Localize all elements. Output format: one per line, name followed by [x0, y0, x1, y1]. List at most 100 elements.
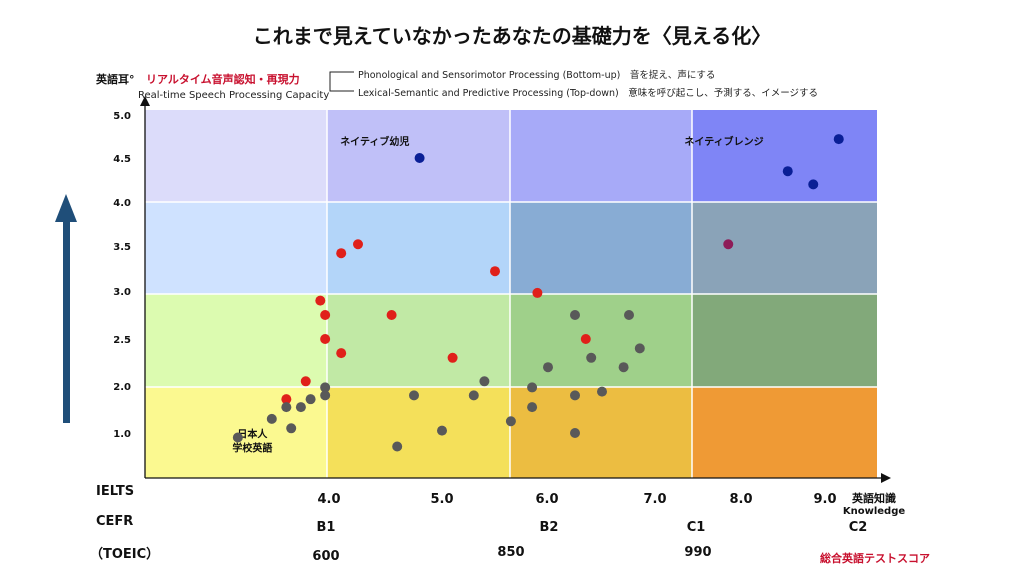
x-tick-label: 7.0	[643, 492, 667, 507]
x-axis-label: 英語知識	[852, 492, 896, 505]
legend-top-down: Lexical-Semantic and Predictive Processi…	[358, 88, 819, 99]
y-tick-label: 3.0	[113, 287, 131, 298]
gray-data-point	[586, 352, 597, 363]
region-label: 日本人	[237, 428, 268, 441]
gray-data-point	[570, 390, 580, 401]
data-points	[232, 134, 844, 452]
cefr-level-c1: C1	[686, 520, 706, 535]
cefr-level-b1: B1	[316, 520, 336, 535]
red-data-point	[336, 248, 347, 259]
background-cell	[145, 387, 327, 478]
background-cell	[327, 202, 510, 294]
background-cell	[692, 387, 877, 478]
gray-data-point	[409, 390, 419, 401]
axes: 1.0 2.0 2.5 3.0 3.5 4.0 4.5 5.0	[55, 71, 891, 483]
background-cell	[510, 387, 692, 478]
red-data-point	[320, 310, 331, 320]
cefr-level-b2: B2	[539, 520, 559, 535]
gray-data-point	[320, 390, 331, 401]
row-label-ielts: IELTS	[96, 484, 135, 499]
background-cell	[510, 202, 692, 294]
region-label: ネイティブレンジ	[684, 135, 763, 148]
y-axis-arrowhead	[140, 96, 150, 106]
y-axis-label-english: Real-time Speech Processing Capacity	[138, 90, 330, 101]
purple-data-point	[723, 239, 734, 250]
y-tick-label: 4.0	[113, 198, 131, 209]
gray-data-point	[505, 416, 516, 427]
progress-arrow-head	[55, 194, 77, 222]
toeic-score-990: 990	[684, 545, 712, 560]
gray-data-point	[527, 382, 538, 393]
gray-data-point	[527, 402, 538, 413]
red-data-point	[580, 334, 591, 344]
gray-data-point	[468, 390, 479, 401]
gray-data-point	[286, 423, 297, 434]
x-tick-label: 4.0	[317, 492, 341, 507]
gray-data-point	[479, 376, 490, 387]
toeic-score-850: 850	[497, 545, 525, 560]
background-cell	[327, 294, 510, 387]
gray-data-point	[597, 386, 607, 397]
gray-data-point	[437, 425, 447, 436]
row-label-toeic: （TOEIC）	[90, 547, 160, 562]
row-label-cefr: CEFR	[96, 514, 134, 529]
cefr-level-c2: C2	[848, 520, 868, 535]
x-axis-arrowhead	[881, 473, 891, 483]
gray-data-point	[295, 402, 306, 413]
red-data-point	[300, 376, 311, 387]
red-data-point	[490, 266, 500, 277]
gray-data-point	[305, 394, 316, 405]
background-cell	[510, 294, 692, 387]
background-cell	[692, 110, 877, 202]
gray-data-point	[634, 343, 645, 354]
red-data-point	[281, 394, 292, 405]
background-cell	[327, 387, 510, 478]
red-data-point	[315, 295, 326, 306]
red-data-point	[336, 348, 347, 359]
toeic-score-600: 600	[312, 549, 340, 564]
background-cell	[145, 202, 327, 294]
y-tick-label: 2.0	[113, 382, 131, 393]
background-cell	[145, 110, 327, 202]
y-tick-label: 1.0	[113, 429, 131, 440]
y-tick-label: 3.5	[113, 242, 131, 253]
region-label: ネイティブ幼児	[340, 135, 409, 148]
y-tick-label: 4.5	[113, 154, 131, 165]
y-axis-label: 英語耳°	[96, 73, 135, 86]
gray-data-point	[281, 402, 292, 413]
region-label: 学校英語	[232, 442, 272, 455]
background-cell	[692, 202, 877, 294]
x-tick-label: 6.0	[535, 492, 559, 507]
legend-bracket	[329, 71, 354, 92]
progress-arrow-shaft	[63, 220, 70, 423]
legend-bottom-up: Phonological and Sensorimotor Processing…	[358, 70, 716, 81]
blue-data-point	[782, 166, 793, 177]
blue-data-point	[808, 179, 819, 190]
gray-data-point	[232, 432, 243, 443]
x-tick-label: 9.0	[813, 492, 837, 507]
blue-data-point	[833, 134, 844, 145]
y-axis-label-red: リアルタイム音声認知・再現力	[146, 73, 300, 86]
background-cell	[510, 110, 692, 202]
x-tick-label: 8.0	[729, 492, 753, 507]
gray-data-point	[618, 362, 629, 373]
red-data-point	[320, 334, 331, 344]
y-tick-label: 5.0	[113, 111, 131, 122]
y-tick-label: 2.5	[113, 335, 131, 346]
red-data-point	[386, 310, 397, 320]
red-data-point	[353, 239, 363, 250]
gray-data-point	[266, 413, 277, 424]
x-axis-label-english: Knowledge	[842, 506, 906, 517]
red-data-point	[532, 287, 543, 298]
x-tick-label: 5.0	[430, 492, 454, 507]
red-data-point	[447, 352, 458, 363]
gray-data-point	[570, 310, 580, 320]
blue-data-point	[414, 153, 425, 163]
page-title: これまで見えていなかったあなたの基礎力を〈見える化〉	[252, 24, 772, 48]
gray-data-point	[392, 441, 403, 452]
gray-data-point	[543, 362, 553, 373]
gray-data-point	[570, 428, 580, 438]
gray-data-point	[624, 310, 634, 320]
